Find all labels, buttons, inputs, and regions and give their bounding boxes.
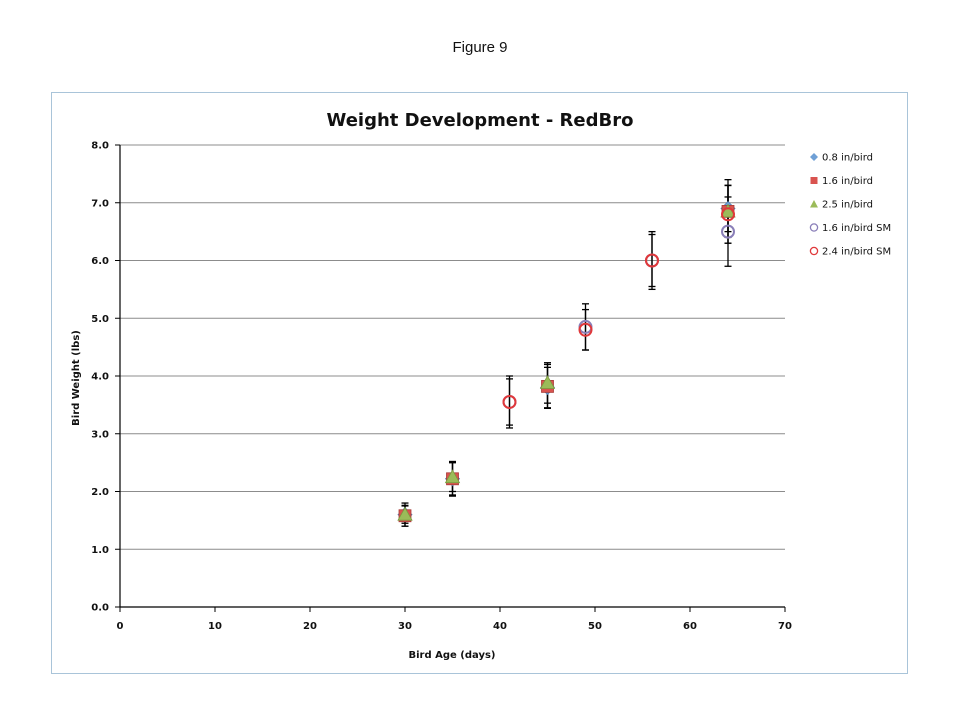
y-tick-label: 8.0: [91, 141, 109, 152]
legend-item: 1.6 in/bird SM: [809, 223, 891, 234]
x-tick-label: 60: [683, 621, 697, 632]
series-4: [502, 224, 735, 409]
legend-marker: [810, 177, 818, 184]
legend-item: 2.4 in/bird SM: [809, 246, 891, 258]
data-point: [578, 322, 593, 337]
legend-label: 1.6 in/bird SM: [822, 223, 891, 234]
tick-labels: 0.0 1.0 2.0 3.0 4.0 5.0 6.0 7.0 8.0 0 10 20 30 40 50 60…: [91, 141, 792, 633]
data-point: [444, 469, 461, 484]
y-axis-label: Bird Weight (lbs): [71, 330, 82, 426]
legend-label: 0.8 in/bird: [822, 153, 873, 164]
data-point: [397, 506, 413, 521]
legend-marker: [809, 246, 819, 256]
chart-title: Weight Development - RedBro: [327, 110, 634, 131]
data-point: [721, 224, 735, 239]
chart-frame: [51, 92, 908, 674]
figure-caption: Figure 9: [452, 39, 508, 56]
x-tick-label: 0: [117, 621, 124, 632]
legend-item: 1.6 in/bird: [810, 176, 873, 187]
y-tick-label: 0.0: [91, 603, 109, 614]
series-5: [502, 207, 735, 409]
x-tick-label: 10: [208, 621, 222, 632]
legend-marker: [809, 223, 819, 232]
y-tick-label: 2.0: [91, 487, 109, 498]
series-3: [397, 203, 736, 521]
axes: [115, 144, 786, 612]
x-tick-label: 50: [588, 621, 602, 632]
legend-item: 0.8 in/bird: [810, 153, 873, 164]
data-points: [397, 200, 736, 523]
data-point: [645, 253, 659, 268]
series-2: [398, 205, 735, 523]
y-tick-label: 4.0: [91, 372, 109, 383]
y-tick-label: 6.0: [91, 256, 109, 267]
y-tick-label: 1.0: [91, 545, 109, 556]
legend-marker: [810, 153, 818, 161]
x-tick-label: 70: [778, 621, 792, 632]
x-tick-label: 20: [303, 621, 317, 632]
y-tick-label: 3.0: [91, 429, 109, 440]
legend-item: 2.5 in/bird: [810, 200, 873, 211]
data-point: [502, 394, 517, 409]
data-point: [721, 207, 735, 222]
x-tick-label: 40: [493, 621, 507, 632]
legend: 0.8 in/bird 1.6 in/bird 2.5 in/bird 1.6 in/…: [809, 153, 891, 258]
data-point: [539, 375, 556, 389]
legend-label: 2.4 in/bird SM: [822, 247, 891, 258]
x-tick-label: 30: [398, 621, 412, 632]
legend-label: 2.5 in/bird: [822, 200, 873, 211]
legend-label: 1.6 in/bird: [822, 176, 873, 187]
legend-marker: [810, 200, 818, 208]
y-tick-label: 5.0: [91, 314, 109, 325]
y-tick-label: 7.0: [91, 198, 109, 209]
x-axis-label: Bird Age (days): [409, 650, 496, 661]
